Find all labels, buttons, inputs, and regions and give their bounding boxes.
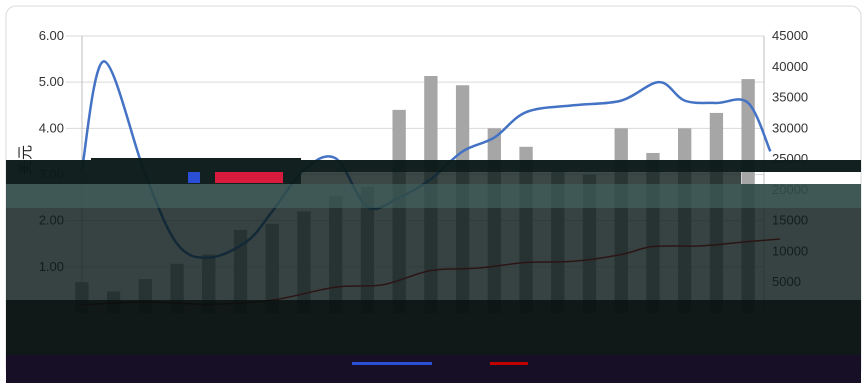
overlay-noise: [188, 172, 200, 183]
overlay-block: [6, 208, 861, 300]
right-tick-label: 35000: [772, 90, 808, 105]
overlay-noise: [215, 172, 283, 183]
dark-overlay-band: [6, 158, 861, 383]
left-tick-label: 6.00: [39, 28, 64, 43]
overlay-block: [6, 300, 861, 355]
left-tick-label: 4.00: [39, 120, 64, 135]
overlay-block: [301, 172, 741, 184]
right-tick-label: 40000: [772, 59, 808, 74]
left-tick-label: 5.00: [39, 74, 64, 89]
overlay-block: [6, 160, 91, 184]
overlay-block: [761, 160, 861, 172]
overlay-block: [301, 160, 761, 172]
right-tick-label: 45000: [772, 28, 808, 43]
legend-blue-swatch: [352, 362, 432, 365]
right-tick-label: 30000: [772, 120, 808, 135]
overlay-block: [6, 355, 861, 383]
legend-red-swatch: [490, 362, 528, 365]
overlay-block: [6, 184, 861, 208]
